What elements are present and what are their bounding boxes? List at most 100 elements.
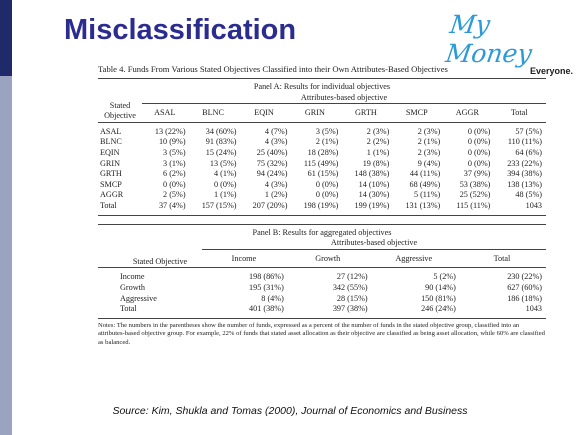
- cell: 64 (6%): [515, 147, 542, 157]
- cell: 13 (5%): [209, 158, 237, 168]
- cell: 150 (81%): [421, 293, 456, 303]
- cell: 14 (10%): [358, 179, 390, 189]
- cell: 6 (2%): [163, 169, 186, 179]
- cell: 9 (4%): [417, 158, 441, 168]
- cell: 0 (0%): [315, 190, 339, 200]
- cell: 14 (30%): [358, 190, 390, 200]
- column-header: Stated Objective: [98, 238, 202, 269]
- table-row: Income 198 (86%) 27 (12%) 5 (2%) 230 (22%): [98, 268, 546, 283]
- cell: 61 (15%): [307, 169, 339, 179]
- cell: 195 (31%): [249, 282, 284, 292]
- cell: 394 (38%): [507, 169, 542, 179]
- table-row: Total 37 (4%) 157 (15%) 207 (20%) 198 (19%) 1…: [98, 201, 546, 215]
- cell: 3 (1%): [163, 158, 186, 168]
- cell: 94 (24%): [256, 169, 288, 179]
- cell: 230 (22%): [507, 272, 542, 282]
- cell: 401 (38%): [249, 304, 284, 314]
- cell: 4 (3%): [264, 179, 288, 189]
- table-row: Total 401 (38%) 397 (38%) 246 (24%) 1043: [98, 304, 546, 318]
- column-header: Growth: [285, 249, 370, 269]
- cell: 68 (49%): [409, 179, 441, 189]
- cell: 110 (11%): [507, 137, 542, 147]
- cell: 3 (5%): [163, 147, 186, 157]
- cell: 75 (32%): [256, 158, 288, 168]
- side-bar: [0, 0, 12, 76]
- row-label: SMCP: [100, 179, 122, 189]
- column-header: BLNC: [187, 103, 239, 123]
- column-header: Total: [457, 249, 546, 269]
- title: Misclassification: [64, 14, 297, 46]
- panel-a: Panel A: Results for individual objectiv…: [98, 78, 546, 216]
- cell: 1 (1%): [213, 190, 237, 200]
- row-label: Income: [120, 272, 145, 282]
- cell: 397 (38%): [332, 304, 368, 314]
- table-row: Aggressive 8 (4%) 28 (15%) 150 (81%) 186 (18…: [98, 294, 546, 305]
- group-header-row: Stated Objective Attributes-based objecti…: [98, 238, 546, 269]
- cell: 0 (0%): [467, 126, 491, 136]
- cell: 37 (4%): [158, 200, 186, 210]
- cell: 4 (7%): [264, 126, 288, 136]
- cell: 1043: [525, 200, 542, 210]
- panel-title: Panel B: Results for aggregated objectiv…: [252, 227, 392, 237]
- row-label: Total: [120, 304, 137, 314]
- cell: 44 (11%): [409, 169, 441, 179]
- column-header: GRIN: [289, 103, 341, 123]
- column-header: EQIN: [238, 103, 290, 123]
- cell: 131 (13%): [405, 200, 441, 210]
- cell: 18 (28%): [307, 147, 339, 157]
- cell: 1 (1%): [366, 147, 390, 157]
- cell: 2 (3%): [417, 147, 441, 157]
- cell: 138 (13%): [507, 179, 542, 189]
- row-label: GRTH: [100, 169, 122, 179]
- cell: 91 (83%): [205, 137, 237, 147]
- table-row: ASAL 13 (22%) 34 (60%) 4 (7%) 3 (5%) 2 (3%) 2 …: [98, 122, 546, 137]
- source: Source: Kim, Shukla and Tomas (2000), Jo…: [112, 405, 468, 417]
- cell: 199 (19%): [354, 200, 390, 210]
- cell: 157 (15%): [201, 200, 237, 210]
- group-header: Attributes-based objective: [202, 238, 546, 250]
- cell: 342 (55%): [332, 282, 368, 292]
- cell: 2 (5%): [163, 190, 186, 200]
- cell: 28 (15%): [336, 293, 368, 303]
- column-header: Stated Objective: [98, 92, 142, 123]
- cell: 207 (20%): [252, 200, 288, 210]
- panel-title-row: Panel B: Results for aggregated objectiv…: [98, 224, 546, 238]
- column-header: Income: [202, 249, 286, 269]
- cell: 25 (52%): [459, 190, 491, 200]
- logo: My Money: [443, 10, 534, 68]
- cell: 4 (1%): [213, 169, 237, 179]
- row-label: BLNC: [100, 137, 122, 147]
- cell: 115 (11%): [456, 200, 491, 210]
- table-row: EQIN 3 (5%) 15 (24%) 25 (40%) 18 (28%) 1 (1%)…: [98, 148, 546, 159]
- cell: 57 (5%): [515, 126, 542, 136]
- table-row: AGGR 2 (5%) 1 (1%) 1 (2%) 0 (0%) 14 (30%) 5 (1…: [98, 190, 546, 201]
- header-row: Income Growth Aggressive Total: [98, 249, 546, 269]
- cell: 53 (38%): [459, 179, 491, 189]
- row-label: GRIN: [100, 158, 121, 168]
- column-header: ASAL: [142, 103, 188, 123]
- cell: 246 (24%): [421, 304, 456, 314]
- group-header: Attributes-based objective: [142, 92, 546, 105]
- cell: 5 (11%): [413, 190, 441, 200]
- cell: 198 (19%): [303, 200, 339, 210]
- group-header-row: Stated Objective Attributes-based objecti…: [98, 92, 546, 123]
- cell: 8 (4%): [261, 293, 284, 303]
- cell: 48 (5%): [515, 190, 542, 200]
- column-header: Total: [492, 103, 546, 123]
- cell: 115 (49%): [303, 158, 339, 168]
- cell: 15 (24%): [205, 147, 237, 157]
- cell: 2 (1%): [315, 137, 339, 147]
- cell: 233 (22%): [507, 158, 542, 168]
- column-header: AGGR: [442, 103, 493, 123]
- side-bar: [0, 76, 12, 435]
- cell: 5 (2%): [433, 272, 456, 282]
- cell: 198 (86%): [249, 272, 284, 282]
- cell: 3 (5%): [315, 126, 339, 136]
- panel-title-row: Panel A: Results for individual objectiv…: [98, 79, 546, 93]
- notes: Notes: The numbers in the parentheses sh…: [98, 321, 545, 346]
- row-label: Total: [100, 200, 117, 210]
- table-caption: Table 4. Funds From Various Stated Objec…: [98, 64, 448, 74]
- row-label: Aggressive: [120, 293, 157, 303]
- cell: 148 (38%): [354, 169, 390, 179]
